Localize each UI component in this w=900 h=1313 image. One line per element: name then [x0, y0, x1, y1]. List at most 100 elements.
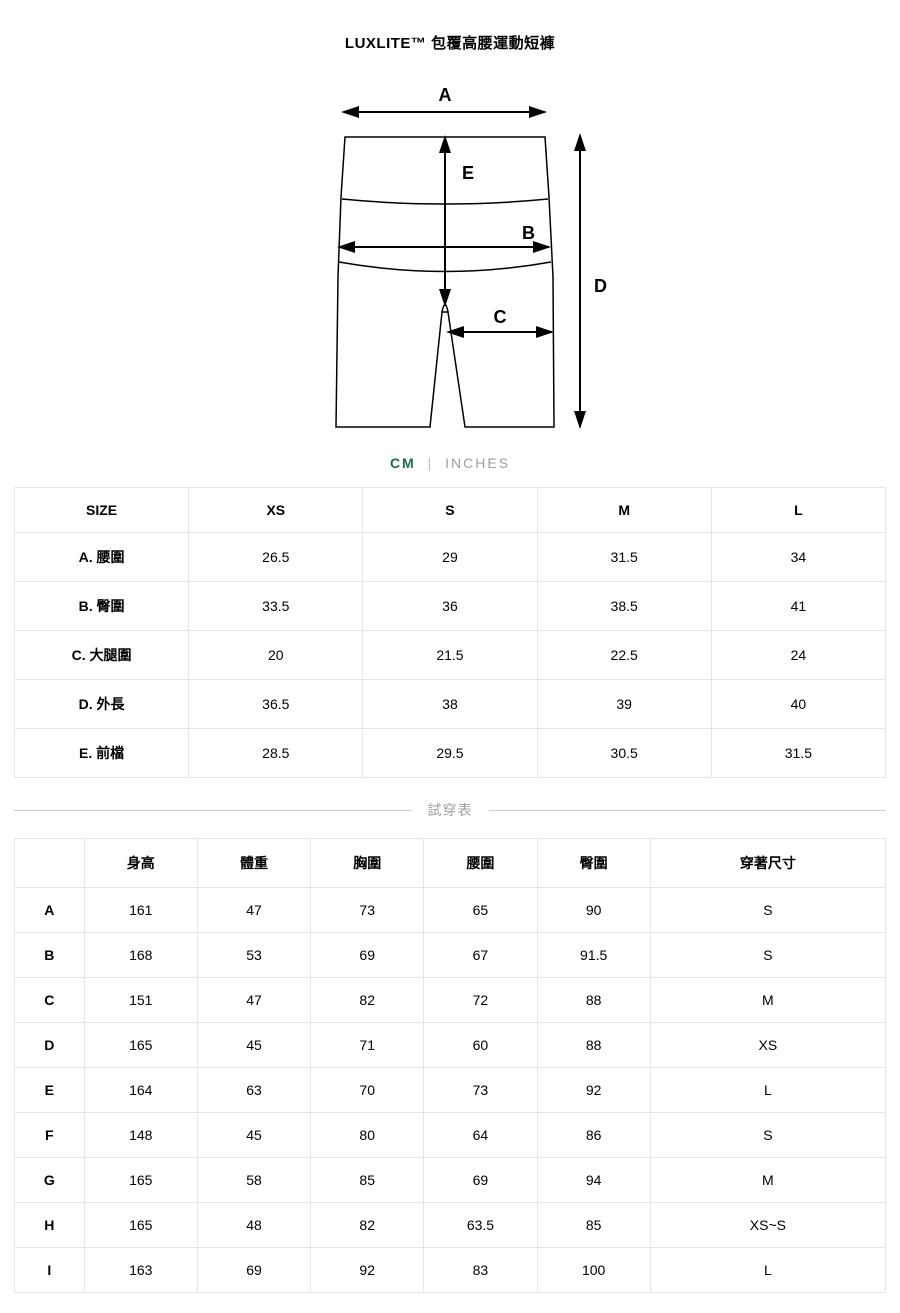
diagram-label-d: D — [594, 276, 607, 296]
diagram-label-e: E — [462, 163, 474, 183]
page-title: LUXLITE™ 包覆高腰運動短褲 — [14, 32, 886, 53]
fit-col-header: 腰圍 — [424, 839, 537, 888]
fit-value: 85 — [537, 1203, 650, 1248]
measurement-value: 39 — [537, 680, 711, 729]
measurement-label: D. 外長 — [15, 680, 189, 729]
fit-value: M — [650, 978, 885, 1023]
table-row: A. 腰圍26.52931.534 — [15, 533, 886, 582]
fit-row-label: D — [15, 1023, 85, 1068]
fit-value: L — [650, 1248, 885, 1293]
size-table: SIZEXSSML A. 腰圍26.52931.534B. 臀圍33.53638… — [14, 487, 886, 778]
fit-value: 63.5 — [424, 1203, 537, 1248]
fit-value: 100 — [537, 1248, 650, 1293]
measurement-label: C. 大腿圍 — [15, 631, 189, 680]
fit-value: 69 — [197, 1248, 310, 1293]
fit-value: 92 — [311, 1248, 424, 1293]
unit-toggle: CM | INCHES — [14, 455, 886, 471]
measurement-value: 31.5 — [537, 533, 711, 582]
fit-value: 82 — [311, 1203, 424, 1248]
table-row: D16545716088XS — [15, 1023, 886, 1068]
fit-value: 91.5 — [537, 933, 650, 978]
unit-inches[interactable]: INCHES — [445, 455, 510, 471]
table-row: H165488263.585XS~S — [15, 1203, 886, 1248]
fit-table: 身高體重胸圍腰圍臀圍穿著尺寸 A16147736590SB16853696791… — [14, 838, 886, 1293]
fit-col-header: 身高 — [84, 839, 197, 888]
fit-value: 45 — [197, 1113, 310, 1158]
measurement-value: 40 — [711, 680, 885, 729]
fit-row-label: H — [15, 1203, 85, 1248]
measurement-value: 29 — [363, 533, 537, 582]
size-col-header: SIZE — [15, 488, 189, 533]
fit-value: 86 — [537, 1113, 650, 1158]
fit-value: 163 — [84, 1248, 197, 1293]
fit-value: 161 — [84, 888, 197, 933]
fit-value: 60 — [424, 1023, 537, 1068]
fit-value: 90 — [537, 888, 650, 933]
fit-value: 165 — [84, 1158, 197, 1203]
measurement-value: 21.5 — [363, 631, 537, 680]
measurement-label: B. 臀圍 — [15, 582, 189, 631]
table-row: C15147827288M — [15, 978, 886, 1023]
fit-row-label: A — [15, 888, 85, 933]
measurement-label: E. 前檔 — [15, 729, 189, 778]
measurement-value: 36 — [363, 582, 537, 631]
diagram-label-c: C — [494, 307, 507, 327]
fit-col-header: 穿著尺寸 — [650, 839, 885, 888]
fit-value: 58 — [197, 1158, 310, 1203]
fit-value: 83 — [424, 1248, 537, 1293]
fit-value: XS — [650, 1023, 885, 1068]
measurement-value: 34 — [711, 533, 885, 582]
table-row: F14845806486S — [15, 1113, 886, 1158]
measurement-value: 20 — [189, 631, 363, 680]
fit-value: 71 — [311, 1023, 424, 1068]
fit-value: 48 — [197, 1203, 310, 1248]
unit-separator: | — [428, 455, 434, 471]
fit-value: XS~S — [650, 1203, 885, 1248]
fit-value: 151 — [84, 978, 197, 1023]
fit-col-header: 胸圍 — [311, 839, 424, 888]
table-row: A16147736590S — [15, 888, 886, 933]
fit-value: S — [650, 888, 885, 933]
fit-divider: 試穿表 — [14, 800, 886, 820]
diagram-label-b: B — [522, 223, 535, 243]
fit-value: 47 — [197, 888, 310, 933]
fit-value: 168 — [84, 933, 197, 978]
fit-value: 80 — [311, 1113, 424, 1158]
measurement-value: 41 — [711, 582, 885, 631]
fit-value: 69 — [311, 933, 424, 978]
fit-value: 73 — [311, 888, 424, 933]
fit-divider-label: 試穿表 — [412, 800, 489, 820]
fit-value: 67 — [424, 933, 537, 978]
fit-value: 164 — [84, 1068, 197, 1113]
unit-cm[interactable]: CM — [390, 455, 416, 471]
measurement-value: 26.5 — [189, 533, 363, 582]
table-row: E. 前檔28.529.530.531.5 — [15, 729, 886, 778]
fit-value: 73 — [424, 1068, 537, 1113]
measurement-value: 30.5 — [537, 729, 711, 778]
fit-row-label: G — [15, 1158, 85, 1203]
fit-value: M — [650, 1158, 885, 1203]
fit-row-label: F — [15, 1113, 85, 1158]
fit-value: 88 — [537, 978, 650, 1023]
fit-col-header: 體重 — [197, 839, 310, 888]
size-col-header: XS — [189, 488, 363, 533]
table-row: E16463707392L — [15, 1068, 886, 1113]
table-row: G16558856994M — [15, 1158, 886, 1203]
size-col-header: M — [537, 488, 711, 533]
measurement-value: 33.5 — [189, 582, 363, 631]
fit-value: 148 — [84, 1113, 197, 1158]
table-row: I163699283100L — [15, 1248, 886, 1293]
measurement-value: 24 — [711, 631, 885, 680]
fit-value: L — [650, 1068, 885, 1113]
measurement-label: A. 腰圍 — [15, 533, 189, 582]
size-col-header: S — [363, 488, 537, 533]
measurement-value: 31.5 — [711, 729, 885, 778]
table-row: C. 大腿圍2021.522.524 — [15, 631, 886, 680]
diagram-label-a: A — [439, 85, 452, 105]
fit-value: 72 — [424, 978, 537, 1023]
fit-value: 88 — [537, 1023, 650, 1068]
fit-value: 85 — [311, 1158, 424, 1203]
fit-value: 82 — [311, 978, 424, 1023]
fit-row-label: C — [15, 978, 85, 1023]
table-row: B16853696791.5S — [15, 933, 886, 978]
